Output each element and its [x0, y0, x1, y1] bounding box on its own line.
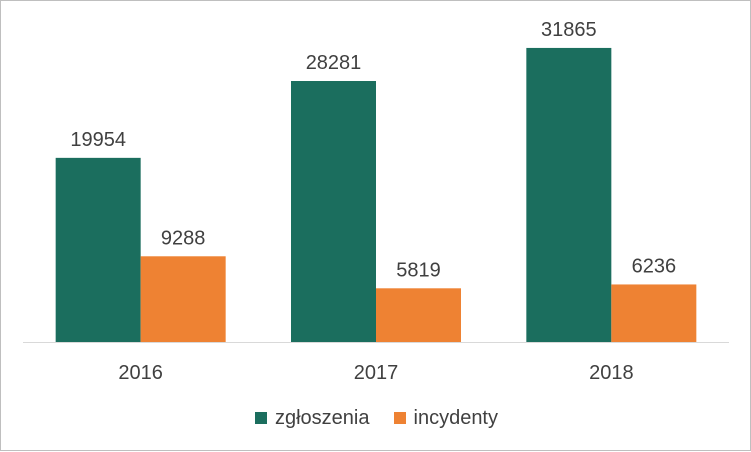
x-tick-label-2018: 2018: [589, 362, 634, 384]
bar-incydenty-2017: [376, 288, 461, 342]
x-tick-labels-group: 2016 2017 2018: [118, 362, 633, 384]
legend-swatch-zgloszenia: [254, 412, 267, 424]
data-label-incydenty-2016: 9288: [161, 227, 206, 249]
legend-item-zgloszenia: zgłoszenia: [254, 406, 370, 430]
data-label-incydenty-2018: 6236: [632, 255, 677, 277]
bar-incydenty-2018: [611, 284, 697, 342]
data-label-zgloszenia-2016: 19954: [70, 129, 126, 151]
legend-item-incydenty: incydenty: [393, 406, 499, 430]
bar-zgloszenia-2016: [55, 157, 141, 342]
data-label-zgloszenia-2018: 31865: [541, 19, 597, 41]
bar-zgloszenia-2017: [291, 81, 376, 342]
legend-swatch-incydenty: [393, 412, 406, 424]
data-label-zgloszenia-2017: 28281: [306, 52, 362, 74]
x-tick-label-2017: 2017: [354, 362, 399, 384]
data-label-incydenty-2017: 5819: [396, 259, 441, 281]
bars-group: [55, 47, 697, 342]
legend-label-incydenty: incydenty: [413, 406, 499, 429]
bar-incydenty-2016: [140, 256, 226, 342]
x-tick-label-2016: 2016: [118, 362, 163, 384]
legend: zgłoszenia incydenty: [1, 403, 751, 433]
legend-label-zgloszenia: zgłoszenia: [274, 406, 370, 429]
bar-zgloszenia-2018: [526, 47, 612, 342]
value-labels-group: 19954 9288 28281 5819 31865 6236: [70, 19, 676, 281]
